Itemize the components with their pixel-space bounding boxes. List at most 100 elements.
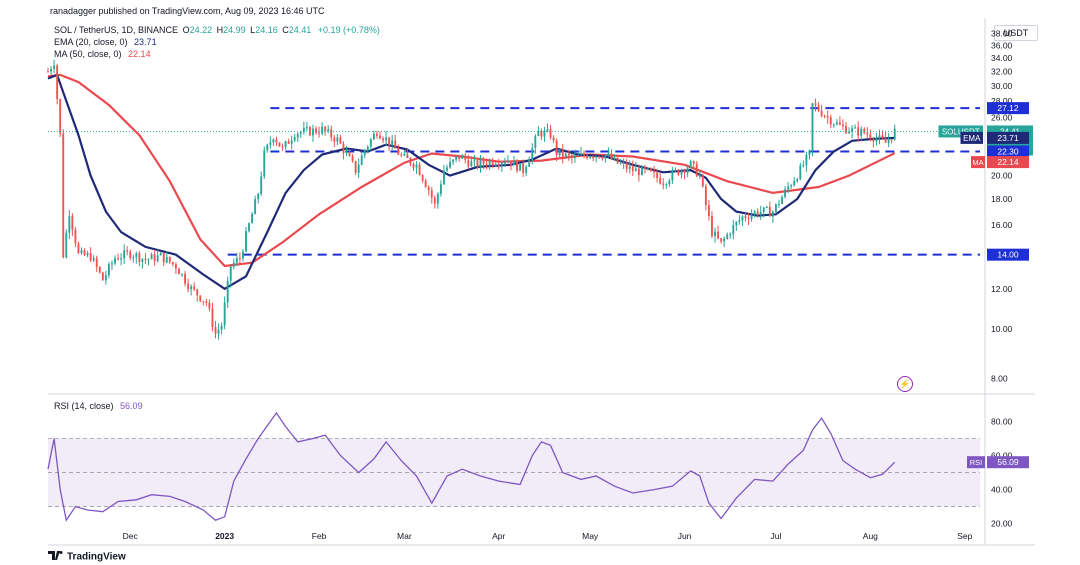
candle-body <box>424 180 427 188</box>
level-22-tag-text: 22.30 <box>997 146 1019 156</box>
tradingview-logo[interactable]: TradingView <box>48 551 126 563</box>
ohlc-low: L24.16 <box>250 25 278 35</box>
currency-selector[interactable]: USDT <box>994 25 1038 41</box>
candle-body <box>293 137 296 141</box>
candle-body <box>296 133 299 138</box>
candle-body <box>464 155 467 160</box>
candle-body <box>65 232 68 258</box>
candle-body <box>366 146 369 150</box>
candle-body <box>598 156 601 158</box>
candle-body <box>491 160 494 166</box>
level-27-tag-text: 27.12 <box>997 103 1019 113</box>
candle-body <box>500 162 503 166</box>
candle-body <box>159 252 162 256</box>
candle-body <box>430 190 433 198</box>
candle-body <box>519 163 522 171</box>
candle-body <box>199 295 202 302</box>
ema-20-series-line <box>47 73 895 291</box>
price-tick-label: 34.00 <box>991 53 1013 63</box>
candle-body <box>485 163 488 166</box>
candle-body <box>817 105 820 111</box>
candle-body <box>339 137 342 144</box>
candle-body <box>595 156 598 158</box>
ema-legend: EMA (20, close, 0) 23.71 <box>54 37 157 47</box>
candle-body <box>86 253 89 255</box>
rsi-band <box>48 438 980 507</box>
candle-body <box>452 159 455 162</box>
candle-body <box>610 153 613 160</box>
candle-body <box>476 160 479 167</box>
candle-body <box>281 146 284 148</box>
rsi-tick-label: 80.00 <box>991 417 1013 427</box>
candle-body <box>446 167 448 171</box>
price-tick-label: 28.00 <box>991 96 1013 106</box>
candle-body <box>382 138 384 141</box>
ohlc-close: C24.41 <box>282 25 312 35</box>
candle-body <box>421 175 424 181</box>
candle-body <box>202 301 205 303</box>
ma-name-tag-box <box>971 156 985 169</box>
candle-body <box>187 283 190 290</box>
candle-body <box>238 258 241 260</box>
candle-body <box>869 134 872 139</box>
candle-body <box>774 204 777 212</box>
candle-body <box>71 216 74 230</box>
candle-body <box>503 162 506 164</box>
time-tick-label: Dec <box>123 531 139 541</box>
candle-body <box>680 170 683 175</box>
candle-body <box>357 164 360 173</box>
symbol-label: SOL / TetherUS, 1D, BINANCE <box>54 25 179 35</box>
candle-body <box>397 148 400 155</box>
horizontal-levels <box>227 107 980 256</box>
ma-legend: MA (50, close, 0) 22.14 <box>54 49 151 59</box>
candle-body <box>284 141 287 148</box>
candle-body <box>525 166 528 173</box>
candle-body <box>98 266 101 273</box>
candle-body <box>714 231 716 237</box>
candle-body <box>848 131 850 134</box>
candle-body <box>266 144 269 151</box>
level-22-tag-box <box>987 145 1029 158</box>
ema-legend-label: EMA (20, close, 0) <box>54 37 128 47</box>
symbol-legend: SOL / TetherUS, 1D, BINANCE O24.22 H24.9… <box>54 25 380 35</box>
candle-body <box>811 103 814 151</box>
rsi-line <box>47 411 896 522</box>
candle-body <box>290 140 293 144</box>
lightning-icon[interactable]: ⚡ <box>897 376 913 392</box>
candle-body <box>793 181 796 186</box>
time-tick-label: Sep <box>957 531 972 541</box>
candle-body <box>345 151 348 154</box>
price-tags: 27.1224.41−24.19%07:13:14SOLUSDT23.71EMA… <box>48 102 1033 469</box>
candle-body <box>613 157 616 160</box>
candle-body <box>592 157 595 159</box>
candle-body <box>744 216 747 218</box>
candle-body <box>208 302 211 309</box>
candle-body <box>327 129 330 131</box>
candle-body <box>567 153 570 156</box>
candle-body <box>726 234 729 239</box>
candle-body <box>881 135 884 139</box>
candle-body <box>391 140 394 146</box>
candle-body <box>826 116 829 118</box>
candle-body <box>263 150 266 177</box>
candle-body <box>790 185 793 187</box>
ohlc-high: H24.99 <box>216 25 246 35</box>
time-tick-label: Jul <box>770 531 781 541</box>
candle-body <box>832 124 835 126</box>
candle-body <box>540 130 543 137</box>
candle-body <box>890 139 893 141</box>
candle-body <box>162 252 165 263</box>
candle-body <box>101 272 104 281</box>
candle-body <box>802 165 805 167</box>
candle-body <box>516 160 518 171</box>
candle-body <box>220 325 223 330</box>
ma-value-tag-box <box>987 156 1029 169</box>
ema-legend-value: 23.71 <box>134 37 157 47</box>
candle-body <box>625 163 628 169</box>
candle-body <box>92 258 95 261</box>
ema-line <box>47 73 895 291</box>
price-tick-label: 20.00 <box>991 171 1013 181</box>
candle-body <box>854 127 857 129</box>
candle-body <box>257 194 260 200</box>
